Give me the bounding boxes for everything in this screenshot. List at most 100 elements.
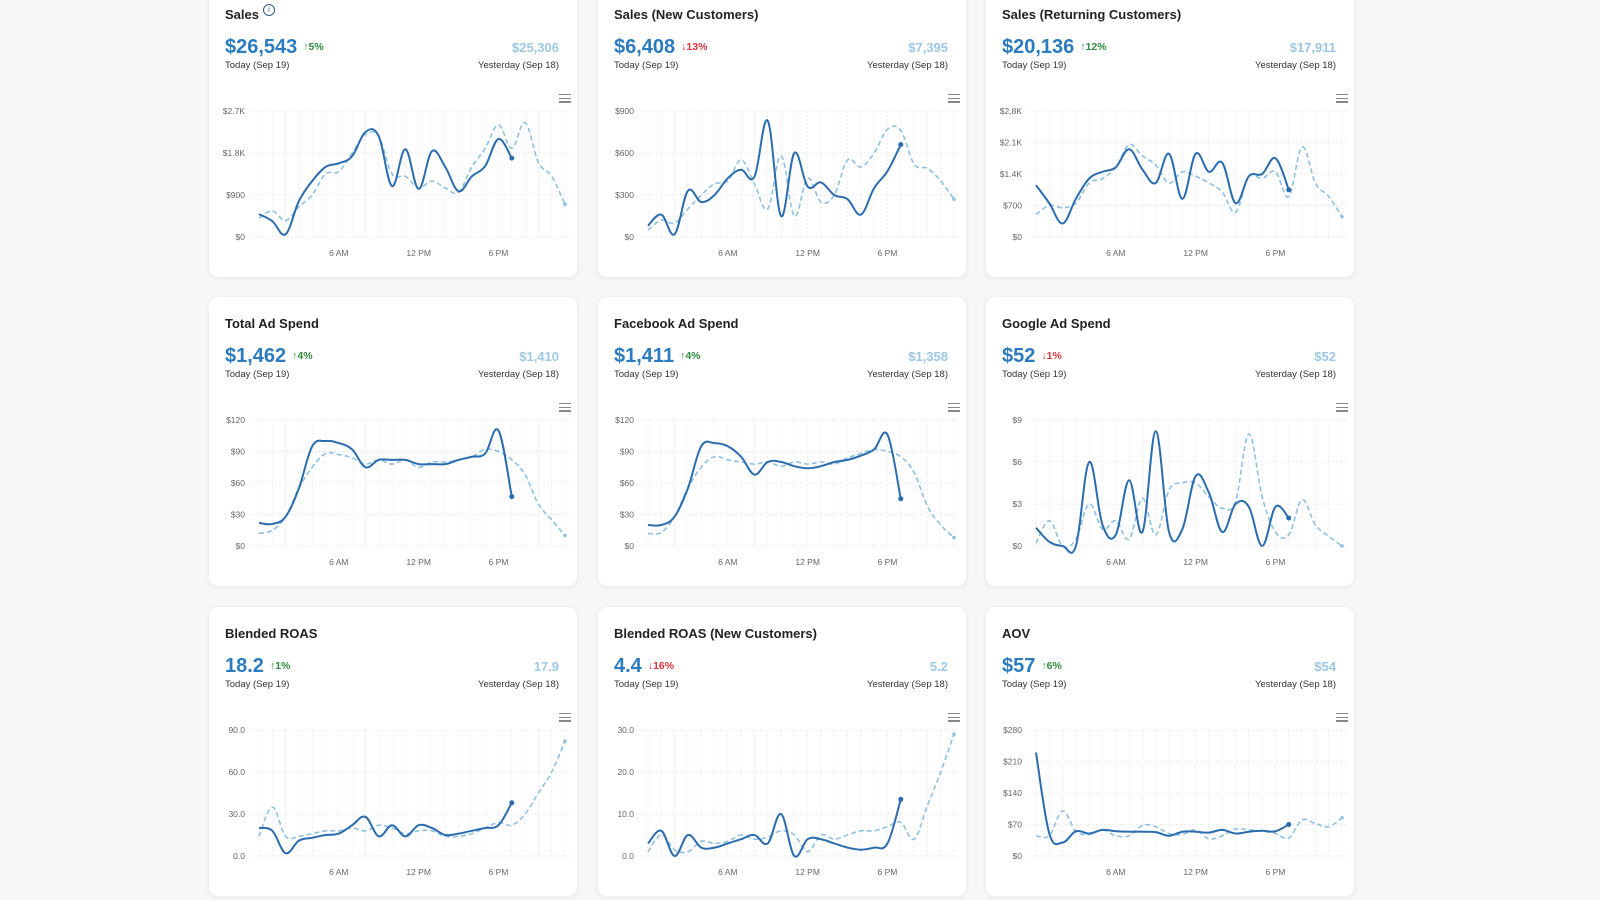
today-value-text: $6,408 (614, 36, 676, 58)
x-tick-label: 12 PM (406, 867, 431, 877)
metric-card-6: Blended ROAS 18.2 ↑1% Today (Sep 19) 17.9… (208, 606, 578, 897)
yesterday-value: 5.2 (929, 659, 948, 674)
today-last-point (509, 494, 515, 500)
y-tick-label: 0.0 (622, 851, 634, 861)
line-chart: $0 $900 $1.8K $2.7K 6 AM 12 PM 6 PM (223, 106, 571, 258)
line-chart: $0 $700 $1.4K $2.1K $2.8K 6 AM 12 PM 6 PM (1000, 106, 1348, 258)
arrow-icon: ↑ (680, 350, 686, 362)
yesterday-last-point (952, 197, 956, 201)
arrow-icon: ↑ (303, 41, 309, 53)
arrow-icon: ↑ (1080, 41, 1086, 53)
x-tick-label: 12 PM (1183, 557, 1208, 567)
y-tick-label: 10.0 (617, 809, 634, 819)
metric-card-8: AOV $57 ↑6% Today (Sep 19) $54 Yesterday … (985, 606, 1355, 897)
yesterday-label: Yesterday (Sep 18) (1255, 369, 1336, 380)
y-tick-label: $0 (236, 541, 246, 551)
arrow-icon: ↓ (647, 660, 654, 672)
x-tick-label: 6 AM (1106, 248, 1125, 258)
y-tick-label: $90 (231, 447, 245, 457)
x-tick-label: 6 PM (1266, 248, 1286, 258)
card-title: Google Ad Spend (1002, 316, 1111, 331)
today-value: $20,136 ↑12% (1002, 36, 1107, 59)
today-last-point (1286, 822, 1292, 827)
yesterday-label: Yesterday (Sep 18) (478, 679, 559, 690)
change-percent: 16% (653, 660, 675, 672)
yesterday-series-line (1035, 810, 1343, 840)
today-last-point (898, 142, 904, 148)
arrow-icon: ↑ (269, 660, 276, 672)
change-percent: 12% (1085, 41, 1107, 53)
yesterday-last-point (1340, 214, 1344, 219)
chart-menu-icon[interactable] (559, 403, 571, 412)
y-tick-label: $60 (231, 478, 245, 488)
today-label: Today (Sep 19) (225, 679, 290, 690)
yesterday-label: Yesterday (Sep 18) (1255, 60, 1336, 71)
today-last-point (509, 800, 515, 806)
x-tick-label: 6 AM (1106, 867, 1125, 877)
x-tick-label: 12 PM (1183, 867, 1208, 877)
card-title-text: Sales (New Customers) (614, 7, 759, 22)
x-tick-label: 6 PM (489, 248, 509, 258)
metric-card-0: Sales i $26,543 ↑5% Today (Sep 19) $25,306… (208, 0, 578, 278)
y-tick-label: $0 (1013, 232, 1023, 242)
yesterday-label: Yesterday (Sep 18) (478, 369, 559, 380)
y-tick-label: $30 (231, 510, 245, 520)
y-tick-label: 0.0 (233, 851, 245, 861)
today-value: $1,411 ↑4% (614, 345, 701, 368)
today-label: Today (Sep 19) (225, 60, 290, 71)
card-title-text: Blended ROAS (225, 626, 318, 641)
line-chart: 0.0 10.0 20.0 30.0 6 AM 12 PM 6 PM (617, 725, 960, 877)
metric-card-1: Sales (New Customers) $6,408 ↓13% Today (… (597, 0, 967, 278)
yesterday-label: Yesterday (Sep 18) (1255, 679, 1336, 690)
today-last-point (898, 796, 904, 802)
y-tick-label: 30.0 (617, 725, 634, 735)
chart-menu-icon[interactable] (1336, 713, 1348, 722)
yesterday-last-point (563, 739, 567, 743)
chart-menu-icon[interactable] (559, 94, 571, 103)
today-last-point (1286, 515, 1292, 521)
yesterday-value: $17,911 (1289, 40, 1336, 55)
change-percent: 1% (1046, 350, 1062, 362)
x-tick-label: 12 PM (795, 867, 820, 877)
chart-menu-icon[interactable] (1336, 94, 1348, 103)
today-series-line (258, 128, 513, 236)
yesterday-series-line (258, 448, 566, 537)
arrow-icon: ↑ (292, 350, 298, 362)
yesterday-last-point (952, 732, 956, 736)
card-title: Facebook Ad Spend (614, 316, 738, 331)
line-chart: 0.0 30.0 60.0 90.0 6 AM 12 PM 6 PM (228, 725, 571, 877)
y-tick-label: 20.0 (617, 767, 634, 777)
chart-menu-icon[interactable] (1336, 403, 1348, 412)
today-value: $6,408 ↓13% (614, 36, 707, 59)
card-title-text: Blended ROAS (New Customers) (614, 626, 817, 641)
y-tick-label: $2.1K (1000, 138, 1023, 148)
info-icon[interactable]: i (262, 4, 275, 16)
line-chart: $0 $300 $600 $900 6 AM 12 PM 6 PM (615, 106, 960, 258)
yesterday-last-point (1340, 815, 1344, 820)
card-title-text: Total Ad Spend (225, 316, 319, 331)
y-tick-label: $0 (625, 232, 635, 242)
y-tick-label: $90 (620, 447, 634, 457)
y-tick-label: $3 (1013, 499, 1023, 509)
chart-menu-icon[interactable] (948, 403, 960, 412)
card-title-text: AOV (1002, 626, 1031, 641)
chart-menu-icon[interactable] (948, 94, 960, 103)
chart-menu-icon[interactable] (948, 713, 960, 722)
y-tick-label: $600 (615, 148, 634, 158)
today-value-text: $26,543 (225, 36, 298, 58)
yesterday-series-line (647, 448, 955, 539)
yesterday-label: Yesterday (Sep 18) (867, 679, 948, 690)
today-value-text: 18.2 (225, 655, 264, 677)
change-badge: ↑12% (1080, 41, 1106, 53)
arrow-icon: ↑ (1041, 660, 1047, 672)
change-badge: ↑1% (270, 660, 290, 672)
today-series-line (647, 119, 902, 236)
change-percent: 6% (1046, 660, 1062, 672)
y-tick-label: $210 (1003, 757, 1022, 767)
chart-menu-icon[interactable] (559, 713, 571, 722)
today-label: Today (Sep 19) (614, 369, 679, 380)
y-tick-label: $300 (615, 190, 634, 200)
yesterday-series-line (1035, 143, 1343, 218)
yesterday-last-point (563, 533, 567, 538)
y-tick-label: $9 (1013, 415, 1023, 425)
